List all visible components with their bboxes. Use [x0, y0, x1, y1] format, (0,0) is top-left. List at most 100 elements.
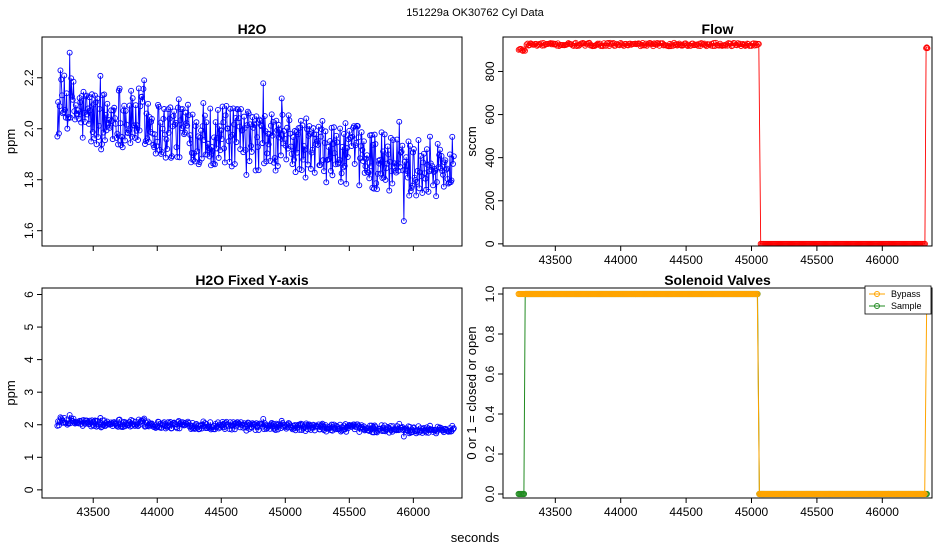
- data-point: [287, 143, 294, 150]
- data-point: [402, 166, 409, 173]
- data-point: [337, 178, 344, 185]
- plot-frame: [502, 36, 933, 247]
- data-point: [358, 129, 365, 136]
- data-point: [332, 426, 339, 433]
- data-point: [244, 122, 251, 129]
- data-point: [351, 160, 358, 167]
- data-point: [397, 163, 403, 170]
- data-point: [403, 168, 410, 174]
- panel-flow: Flow sccm 43500 44000 44500 45000 45500 46000 0 2…: [464, 21, 933, 267]
- data-point: [81, 109, 88, 116]
- data-point: [380, 148, 387, 155]
- data-point: [243, 427, 250, 434]
- y-axis-label: ppm: [3, 129, 18, 154]
- data-point: [433, 179, 440, 186]
- data-point: [80, 88, 87, 95]
- data-point: [164, 146, 171, 152]
- data-point: [407, 423, 413, 430]
- data-point: [355, 134, 362, 141]
- data-point: [450, 160, 456, 167]
- data-point: [185, 112, 192, 119]
- data-point: [399, 142, 406, 149]
- data-point: [135, 137, 141, 143]
- data-point: [275, 121, 282, 128]
- data-point: [548, 41, 555, 48]
- data-point: [58, 76, 65, 83]
- x-tick-label: 45000: [269, 505, 303, 519]
- data-point: [921, 490, 928, 498]
- data-point: [154, 138, 161, 145]
- y-tick-label: 400: [483, 147, 497, 167]
- data-point: [122, 137, 128, 144]
- data-point: [101, 91, 108, 98]
- data-point: [259, 140, 266, 147]
- data-point: [91, 135, 98, 142]
- data-point: [235, 115, 242, 122]
- data-point: [181, 129, 188, 136]
- data-point: [301, 146, 308, 153]
- data-point: [116, 85, 123, 92]
- data-point: [105, 117, 112, 123]
- series-line: [56, 52, 455, 222]
- data-point: [201, 112, 208, 119]
- data-point: [365, 169, 372, 176]
- legend-label: Sample: [891, 301, 922, 311]
- data-point: [332, 161, 339, 168]
- data-point: [287, 130, 294, 137]
- data-point: [171, 108, 178, 115]
- data-point: [218, 127, 224, 134]
- series-line: [518, 41, 928, 245]
- data-point: [420, 159, 427, 166]
- data-point: [56, 103, 63, 110]
- data-point: [340, 130, 347, 137]
- data-point: [80, 417, 87, 423]
- data-point: [225, 138, 232, 145]
- data-point: [430, 168, 437, 175]
- data-point: [174, 425, 181, 432]
- data-point: [126, 102, 133, 109]
- data-point: [241, 113, 248, 120]
- data-point: [96, 105, 103, 112]
- panel-title: H2O: [238, 21, 267, 37]
- panel-title: Flow: [702, 21, 734, 37]
- data-point: [120, 419, 127, 426]
- data-point: [346, 127, 353, 134]
- data-point: [188, 149, 195, 156]
- data-point: [334, 139, 340, 146]
- x-tick-label: 46000: [397, 505, 431, 519]
- data-point: [290, 134, 297, 140]
- data-point: [270, 118, 277, 125]
- data-point: [440, 183, 447, 190]
- data-point: [231, 161, 238, 167]
- data-point: [449, 133, 456, 140]
- data-point: [322, 128, 329, 135]
- data-point: [112, 115, 118, 122]
- data-point: [294, 149, 301, 156]
- data-point: [264, 150, 271, 157]
- data-point: [684, 43, 691, 49]
- data-point: [117, 120, 124, 127]
- plot-frame: [41, 287, 463, 499]
- data-point: [276, 134, 283, 141]
- data-point: [228, 426, 235, 433]
- x-tick-label: 46000: [866, 253, 900, 267]
- data-point: [136, 127, 143, 134]
- data-point: [122, 107, 129, 114]
- data-point: [520, 490, 528, 498]
- y-tick-label: 0.4: [483, 405, 497, 422]
- data-point: [422, 175, 429, 182]
- y-tick-label: 3: [22, 389, 36, 396]
- x-tick-label: 44500: [205, 505, 239, 519]
- data-point: [281, 135, 288, 142]
- figure-xlabel: seconds: [451, 530, 500, 545]
- data-point: [348, 143, 355, 149]
- data-point: [102, 111, 109, 118]
- data-point: [340, 164, 347, 171]
- data-point: [291, 128, 298, 134]
- data-point: [95, 134, 102, 141]
- data-point: [168, 153, 175, 160]
- data-point: [92, 99, 99, 106]
- data-point: [326, 156, 333, 163]
- x-tick-label: 44500: [669, 253, 703, 267]
